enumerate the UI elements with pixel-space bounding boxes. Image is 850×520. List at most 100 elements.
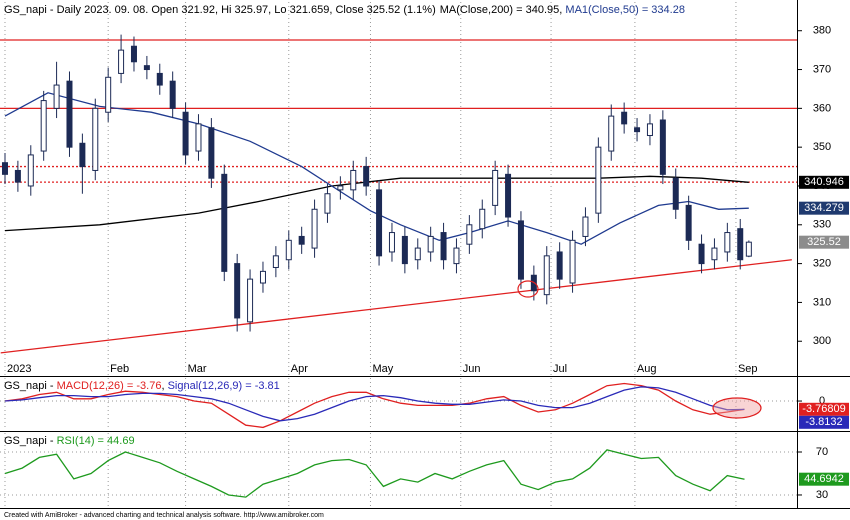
candle-body	[130, 45, 137, 63]
y-tick-label: 0	[819, 395, 825, 407]
candle-body	[608, 115, 615, 152]
candle-body	[479, 208, 486, 230]
y-tick-label: 320	[813, 258, 831, 270]
plot-layer: 2023 Feb Mar Apr May Jun Jul Aug Sep300310320330…	[0, 2, 849, 507]
annotation-circle	[517, 280, 539, 298]
candle-body	[311, 208, 318, 249]
x-tick-label: Sep	[738, 363, 758, 375]
candle-body	[27, 154, 34, 187]
candle-body	[79, 142, 86, 168]
series-line	[4, 449, 745, 498]
x-tick-label: Feb	[110, 363, 129, 375]
y-tick-label: 380	[813, 25, 831, 37]
candle-body	[466, 224, 473, 245]
candle-body	[363, 166, 370, 187]
x-tick-label: Jun	[463, 363, 481, 375]
candle-body	[337, 185, 344, 191]
panel-title: GS_napi - Daily 2023. 09. 08. Open 321.9…	[4, 4, 685, 16]
x-tick-label: Aug	[637, 363, 657, 375]
candle-body	[711, 247, 718, 261]
value-label-box	[799, 175, 849, 189]
series-line	[4, 386, 745, 422]
candle-body	[1, 162, 8, 175]
candle-body	[621, 111, 628, 125]
candle-body	[182, 111, 189, 156]
candle-body	[350, 169, 357, 191]
candle-body	[659, 119, 666, 175]
legend-entry: MA1(Close,50) = 334.28	[565, 4, 685, 16]
candle-body	[234, 263, 241, 319]
candle-body	[143, 65, 150, 71]
candle-body	[427, 235, 434, 253]
y-tick-label: 310	[813, 296, 831, 308]
candle-body	[195, 123, 202, 152]
candle-body	[388, 232, 395, 253]
candle-body	[14, 169, 21, 183]
candle-body	[582, 216, 589, 237]
candle-body	[208, 127, 215, 179]
candle-body	[324, 193, 331, 214]
value-label: -3.8132	[805, 416, 842, 428]
candle-body	[440, 232, 447, 261]
candle-body	[169, 80, 176, 109]
candle-body	[543, 255, 550, 296]
legend-entry: MACD(12,26) = -3.76	[57, 380, 162, 392]
candle-body	[505, 173, 512, 218]
candle-body	[285, 239, 292, 261]
candle-body	[221, 173, 228, 272]
series-line	[4, 175, 749, 232]
candle-body	[401, 235, 408, 265]
candle-body	[53, 84, 60, 109]
y-tick-label: 350	[813, 141, 831, 153]
title: GS_napi -	[4, 435, 57, 447]
separator: ,	[161, 380, 167, 392]
candle-body	[685, 204, 692, 241]
value-label: -3.76809	[802, 403, 845, 415]
candle-body	[66, 80, 73, 148]
panel-title: GS_napi - RSI(14) = 44.69	[4, 435, 135, 447]
candle-body	[247, 278, 254, 323]
candle-body	[745, 241, 752, 257]
value-label: 44.6942	[804, 473, 844, 485]
candle-body	[376, 189, 383, 257]
value-label-box	[799, 402, 849, 416]
y-tick-label: 300	[813, 335, 831, 347]
candle-body	[672, 177, 679, 210]
candle-body	[40, 100, 47, 152]
annotation-circle	[712, 397, 762, 419]
value-label: 334.279	[804, 202, 844, 214]
candle-body	[724, 232, 731, 253]
x-tick-label: Jul	[553, 363, 567, 375]
footer: Created with AmiBroker - advanced charti…	[4, 512, 324, 519]
candle-body	[156, 72, 163, 86]
candle-body	[298, 235, 305, 245]
title: GS_napi - Daily 2023. 09. 08. Open 321.9…	[4, 4, 436, 16]
title: GS_napi -	[4, 380, 57, 392]
y-tick-label: 370	[813, 63, 831, 75]
legend-entry: MA(Close,200) = 340.95	[440, 4, 560, 16]
candle-body	[453, 247, 460, 265]
y-tick-label: 330	[813, 219, 831, 231]
candle-body	[737, 228, 744, 261]
candle-body	[272, 255, 279, 268]
value-label-box	[799, 472, 849, 486]
x-tick-label: Mar	[188, 363, 207, 375]
value-label: 340.946	[804, 176, 844, 188]
candle-body	[414, 247, 421, 261]
y-tick-label: 30	[816, 489, 828, 501]
candle-body	[259, 270, 266, 284]
candle-body	[492, 169, 499, 206]
candle-body	[517, 220, 524, 280]
y-tick-label: 360	[813, 102, 831, 114]
value-label: 325.52	[807, 236, 841, 248]
x-tick-label: May	[372, 363, 393, 375]
candle-body	[556, 251, 563, 280]
candle-body	[634, 127, 641, 133]
trend-line	[0, 259, 792, 354]
value-label-box	[799, 415, 849, 429]
value-label-box	[799, 201, 849, 215]
candle-body	[646, 123, 653, 137]
legend-entry: Signal(12,26,9) = -3.81	[168, 380, 280, 392]
